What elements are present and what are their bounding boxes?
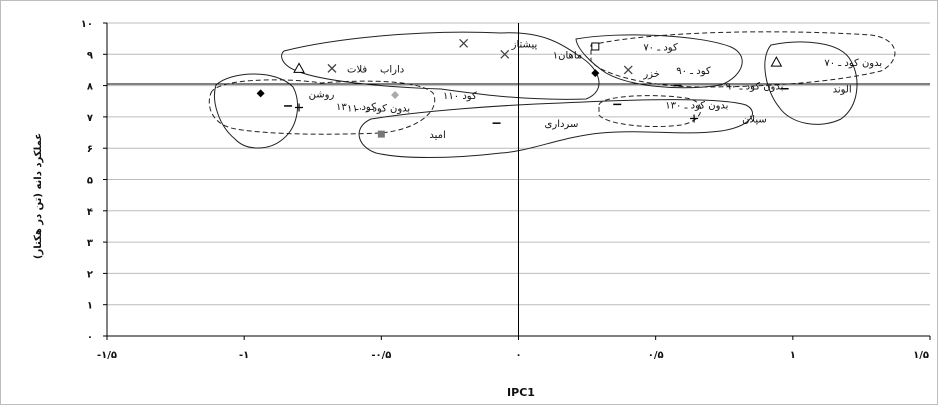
point-label: پیشتاز (511, 39, 538, 50)
triangle-marker (770, 56, 783, 67)
point-label: داراب (380, 64, 404, 75)
diamond-marker (591, 69, 600, 78)
point-label: سرداری (545, 119, 579, 130)
x-axis-title: IPC1 (507, 386, 535, 399)
x-tick-label: -۱/۵ (97, 350, 117, 361)
x-tick-labels: -۱/۵ -۱ -۰/۵ ۰ ۰/۵ ۱ ۱/۵ (97, 336, 931, 361)
x-tick-label: ۱/۵ (913, 350, 929, 361)
square-marker (591, 42, 600, 51)
outline-middle-band (358, 99, 753, 158)
data-point: امید (377, 130, 446, 141)
point-label: فلات (347, 64, 367, 75)
outline-upper-right-band (575, 34, 743, 89)
outline-top-band (281, 31, 600, 100)
point-label: خزر (642, 69, 660, 80)
x-marker (459, 38, 469, 48)
data-point: خزر (591, 69, 660, 80)
data-point: پیشتاز (459, 38, 538, 50)
point-label: کود ـ ۱۳۰ (336, 102, 376, 113)
triangle-marker (293, 62, 305, 73)
y-tick-label: ۴ (87, 207, 93, 218)
data-point: الوند (780, 85, 852, 96)
dashed-outline-left (208, 79, 436, 135)
outline-left-cluster (214, 73, 299, 149)
group-outlines (208, 31, 896, 158)
dashed-outline-center (598, 95, 702, 127)
data-point: بدون کود ـ ۹۰ (673, 82, 784, 93)
point-label: روشن (309, 89, 335, 100)
x-marker (500, 49, 510, 59)
data-points: پیشتاز ماهان۱ داراب فلات روشن کود ۱۱۰ کود ـ ۱۳… (256, 38, 882, 141)
y-tick-label: ۱۰ (81, 19, 93, 30)
x-tick-label: -۱ (239, 350, 249, 361)
data-point: کود ـ ۱۳۰ (284, 102, 376, 113)
data-point: سپلان (690, 114, 767, 125)
data-point: کود ـ ۷۰ (591, 42, 678, 53)
data-point: بدون کود ـ ۱۱۰ (295, 103, 410, 115)
point-label: سپلان (742, 114, 767, 125)
x-marker (623, 65, 633, 75)
data-point: ماهان۱ (500, 49, 582, 61)
square-marker (377, 130, 385, 138)
y-tick-label: ۰ (87, 332, 93, 343)
y-tick-label: ۳ (87, 238, 93, 249)
diamond-marker (256, 89, 265, 98)
y-tick-label: ۷ (87, 113, 93, 124)
y-tick-label: ۹ (87, 50, 93, 61)
outline-right-cluster (764, 41, 858, 125)
y-tick-label: ۵ (87, 176, 93, 187)
dashed-outline-right (590, 31, 896, 88)
point-label: بدون کود ـ ۱۳۰ (665, 100, 728, 111)
point-label: کود ـ ۹۰ (676, 66, 711, 77)
data-point: کود ۱۱۰ (391, 90, 477, 102)
point-label: امید (429, 130, 445, 141)
plus-marker (295, 103, 304, 112)
x-tick-label: ۱ (790, 350, 796, 361)
data-point: بدون کود ـ ۷۰ (770, 56, 882, 69)
diamond-marker (391, 90, 400, 99)
point-label: بدون کود ـ ۱۱۰ (347, 104, 410, 115)
y-tick-label: ۲ (87, 269, 93, 280)
data-point: روشن (256, 89, 335, 100)
point-label: کود ۱۱۰ (443, 91, 477, 102)
x-tick-label: ۰ (515, 350, 521, 361)
point-label: ماهان۱ (553, 50, 582, 61)
point-label: بدون کود ـ ۷۰ (824, 58, 882, 69)
data-point: سرداری (492, 119, 579, 130)
y-tick-label: ۱ (87, 301, 93, 312)
y-tick-label: ۶ (87, 144, 93, 155)
point-label: بدون کود ـ ۹۰ (726, 82, 784, 93)
x-tick-label: ۰/۵ (648, 350, 664, 361)
y-tick-label: ۸ (87, 82, 93, 93)
x-marker (327, 63, 337, 73)
plus-marker (690, 114, 699, 123)
y-tick-labels: ۰ ۱ ۲ ۳ ۴ ۵ ۶ ۷ ۸ ۹ ۱۰ (81, 19, 107, 343)
data-point: فلات (293, 62, 367, 75)
point-label: کود ـ ۷۰ (643, 42, 678, 53)
data-point: داراب (327, 63, 404, 75)
point-label: الوند (833, 85, 852, 96)
data-point: بدون کود ـ ۱۳۰ (613, 100, 728, 111)
x-tick-label: -۰/۵ (371, 350, 391, 361)
data-point: کود ـ ۹۰ (623, 65, 711, 77)
y-axis-title: عملکرد دانه (تن در هکتار) (33, 133, 44, 259)
